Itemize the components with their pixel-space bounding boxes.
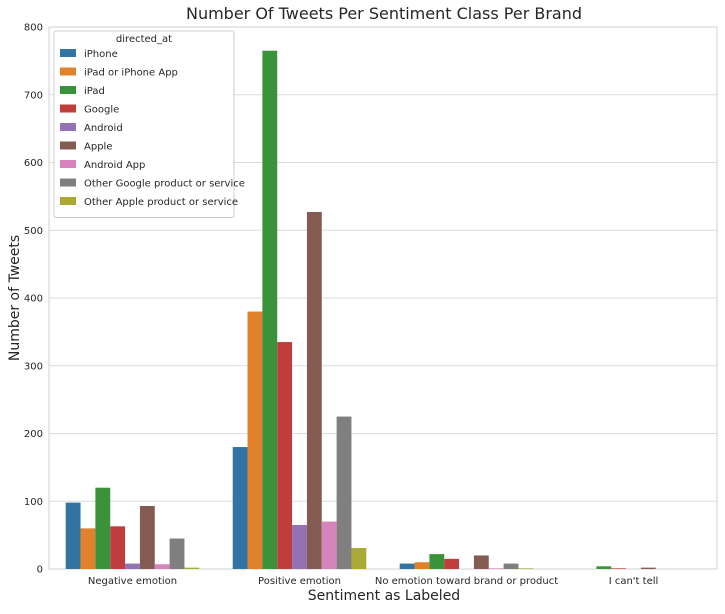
legend-swatch xyxy=(60,197,76,205)
bar xyxy=(292,524,307,569)
y-tick-label: 200 xyxy=(24,429,43,440)
x-axis-label: Sentiment as Labeled xyxy=(308,588,460,604)
bar xyxy=(596,566,612,569)
bar xyxy=(336,416,352,569)
bar xyxy=(184,567,200,569)
bar xyxy=(232,447,248,569)
legend-label: Other Google product or service xyxy=(84,179,245,190)
legend-label: Other Apple product or service xyxy=(84,197,238,208)
legend-label: Google xyxy=(84,105,119,116)
legend-label: Android App xyxy=(84,160,145,171)
legend-swatch xyxy=(60,141,76,150)
bar xyxy=(473,555,489,569)
bar xyxy=(640,567,656,569)
bar xyxy=(277,342,293,569)
legend-swatch xyxy=(60,49,76,57)
x-tick-label: I can't tell xyxy=(609,576,659,587)
bar xyxy=(125,563,140,569)
bar xyxy=(95,487,111,569)
y-tick-label: 400 xyxy=(24,294,43,305)
legend-label: Android xyxy=(84,123,123,134)
y-tick-label: 500 xyxy=(24,226,43,237)
legend: directed_at iPhone iPad or iPhone App iPad… xyxy=(53,30,245,218)
bar xyxy=(247,311,263,569)
legend-title: directed_at xyxy=(116,34,172,45)
bar xyxy=(399,563,415,569)
bar xyxy=(611,568,627,569)
legend-label: iPad or iPhone App xyxy=(84,68,178,79)
bar xyxy=(518,568,534,569)
y-tick-label: 800 xyxy=(24,23,43,34)
bar xyxy=(110,526,126,569)
y-tick-label: 0 xyxy=(37,565,43,576)
legend-label: iPhone xyxy=(84,49,118,60)
legend-label: Apple xyxy=(84,142,112,153)
bar xyxy=(429,554,445,569)
y-tick-label: 700 xyxy=(24,90,43,101)
bar xyxy=(154,564,170,569)
legend-swatch xyxy=(60,67,76,76)
bar xyxy=(414,562,430,569)
legend-swatch xyxy=(60,178,76,187)
bar xyxy=(503,563,519,569)
y-axis-label: Number of Tweets xyxy=(7,235,23,361)
x-tick-label: Negative emotion xyxy=(88,576,177,587)
y-tick-label: 100 xyxy=(24,497,43,508)
bar xyxy=(306,211,322,569)
bar xyxy=(139,505,155,569)
legend-swatch xyxy=(60,104,76,113)
y-tick-label: 600 xyxy=(24,158,43,169)
plot-frame xyxy=(48,26,718,570)
bar xyxy=(321,521,337,569)
bar xyxy=(80,528,96,569)
legend-label: iPad xyxy=(84,86,105,97)
legend-box xyxy=(53,30,235,218)
legend-swatch xyxy=(60,86,76,94)
y-tick-labels: 0 100 200 300 400 500 600 700 800 xyxy=(24,23,43,576)
bar xyxy=(262,50,278,569)
bar xyxy=(444,558,460,569)
y-tick-label: 300 xyxy=(24,361,43,372)
bar xyxy=(169,538,185,569)
bar xyxy=(65,502,81,569)
bars xyxy=(65,50,656,569)
bar xyxy=(351,548,367,569)
legend-swatch xyxy=(60,160,76,168)
legend-swatch xyxy=(60,123,76,131)
bar xyxy=(488,568,504,569)
x-tick-labels: Negative emotion Positive emotion No emoti… xyxy=(88,576,658,587)
chart-title: Number Of Tweets Per Sentiment Class Per… xyxy=(186,4,582,23)
x-tick-label: No emotion toward brand or product xyxy=(375,576,558,587)
x-tick-label: Positive emotion xyxy=(258,576,341,587)
